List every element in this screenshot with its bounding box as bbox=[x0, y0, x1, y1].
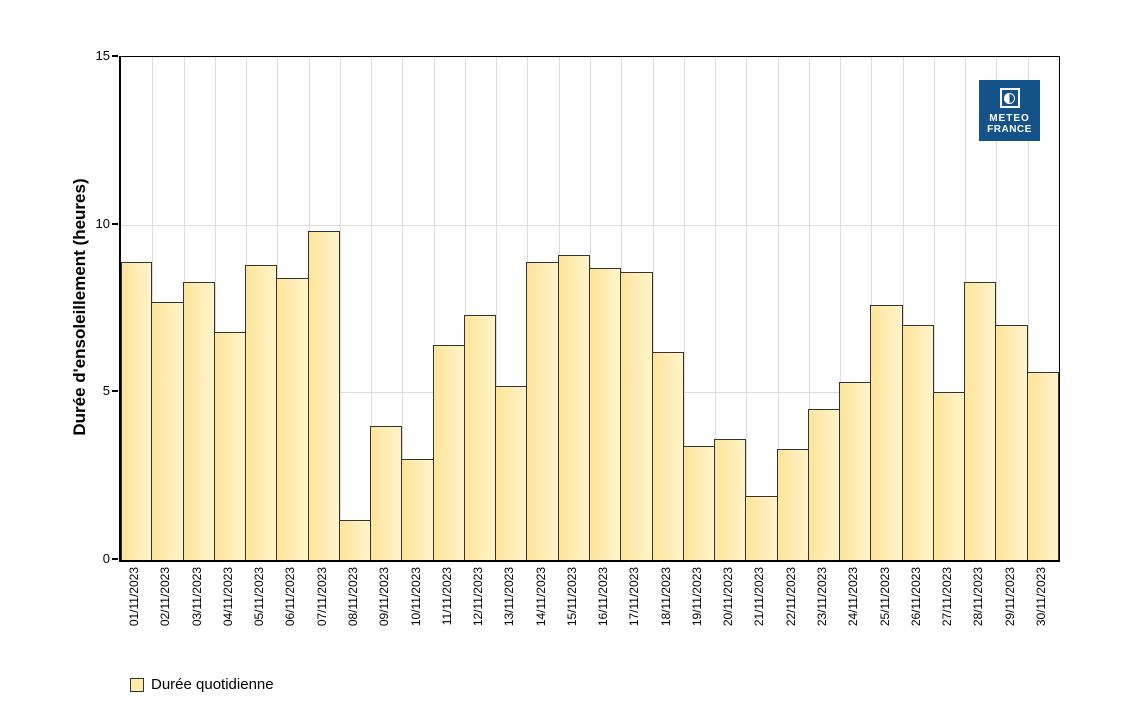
plot-area bbox=[121, 57, 1059, 560]
horizontal-gridline bbox=[121, 224, 1059, 226]
bar bbox=[964, 281, 997, 560]
bar bbox=[620, 271, 653, 560]
bar bbox=[682, 446, 716, 560]
vertical-gridline bbox=[433, 57, 435, 560]
vertical-gridline bbox=[214, 57, 216, 560]
vertical-gridline bbox=[996, 57, 998, 560]
bar bbox=[495, 385, 528, 560]
bar bbox=[995, 325, 1028, 560]
bar bbox=[276, 278, 309, 560]
vertical-gridline bbox=[371, 57, 373, 560]
bar bbox=[526, 261, 559, 560]
bar bbox=[307, 231, 340, 560]
plot-frame bbox=[119, 56, 1060, 562]
bar bbox=[401, 459, 434, 560]
bar bbox=[463, 315, 497, 560]
bar bbox=[901, 325, 934, 560]
vertical-gridline bbox=[1027, 57, 1029, 560]
y-tick-label: 15 bbox=[95, 48, 110, 63]
vertical-gridline bbox=[464, 57, 466, 560]
bar bbox=[776, 449, 809, 560]
legend-swatch bbox=[130, 677, 144, 692]
y-tick-label: 10 bbox=[95, 215, 110, 231]
bar bbox=[370, 425, 403, 560]
y-tick-label: 0 bbox=[102, 551, 110, 566]
bar bbox=[807, 409, 841, 560]
vertical-gridline bbox=[339, 57, 341, 560]
vertical-gridline bbox=[933, 57, 935, 560]
vertical-gridline bbox=[746, 57, 748, 560]
vertical-gridline bbox=[496, 57, 498, 560]
y-tick-mark bbox=[112, 222, 118, 225]
bar bbox=[714, 439, 747, 560]
vertical-gridline bbox=[402, 57, 404, 560]
bar bbox=[589, 268, 622, 560]
bar bbox=[870, 305, 903, 560]
logo-text-line2: FRANCE bbox=[987, 124, 1032, 135]
meteo-france-logo: METEO FRANCE bbox=[979, 80, 1040, 141]
bar bbox=[213, 331, 247, 560]
bar bbox=[1026, 372, 1059, 560]
legend: Durée quotidienne bbox=[130, 676, 274, 693]
vertical-gridline bbox=[902, 57, 904, 560]
bar bbox=[932, 392, 966, 560]
bar bbox=[338, 519, 372, 560]
y-tick-mark bbox=[112, 558, 118, 560]
vertical-gridline bbox=[840, 57, 842, 560]
vertical-gridline bbox=[652, 57, 654, 560]
bar bbox=[557, 254, 590, 560]
logo-sun-icon bbox=[999, 88, 1020, 108]
vertical-gridline bbox=[683, 57, 685, 560]
bar bbox=[151, 301, 184, 560]
logo-text-line1: METEO bbox=[989, 113, 1030, 124]
y-tick-mark bbox=[112, 55, 118, 57]
bar bbox=[432, 345, 465, 560]
y-tick-mark bbox=[112, 390, 118, 393]
vertical-gridline bbox=[777, 57, 779, 560]
sun-circle-icon bbox=[1004, 92, 1015, 104]
bar bbox=[245, 264, 278, 560]
bar bbox=[651, 352, 684, 560]
legend-label: Durée quotidienne bbox=[151, 676, 274, 693]
vertical-gridline bbox=[808, 57, 810, 560]
y-tick-label: 5 bbox=[102, 383, 110, 399]
bar bbox=[121, 261, 153, 560]
bar bbox=[839, 382, 872, 560]
vertical-gridline bbox=[715, 57, 717, 560]
bar bbox=[182, 281, 215, 560]
bar bbox=[745, 496, 778, 560]
